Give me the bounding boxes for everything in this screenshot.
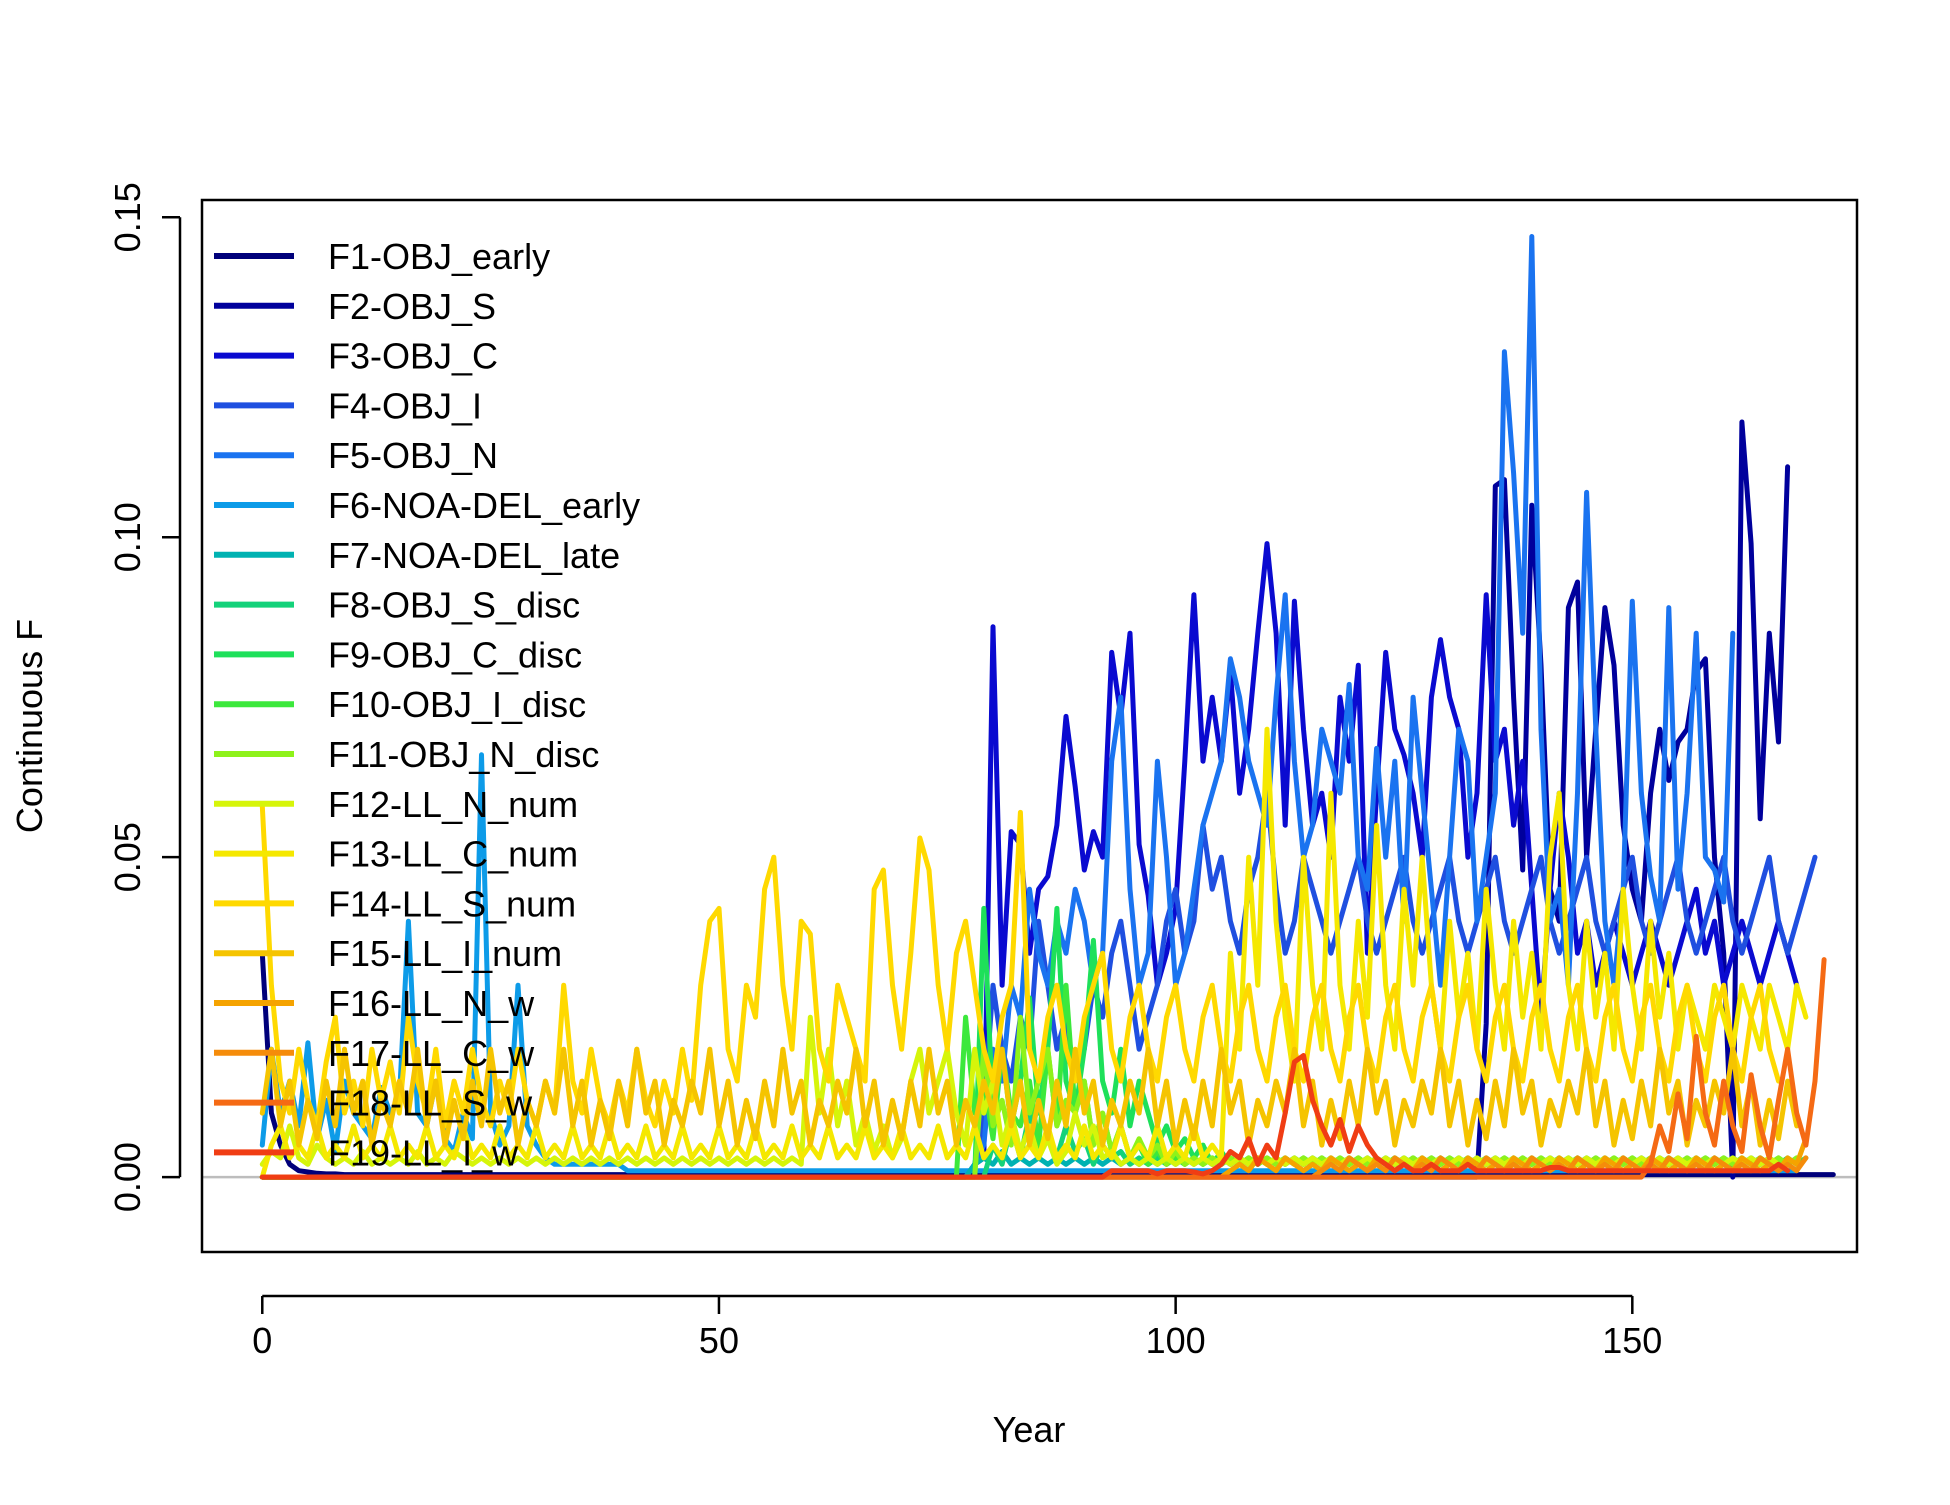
series-line-19 — [259, 1053, 1791, 1180]
series-line-15 — [259, 1046, 1800, 1148]
x-tick-label: 0 — [252, 1320, 272, 1361]
y-axis-ticks: 0.00 0.05 0.10 0.15 — [107, 182, 182, 1212]
x-axis-ticks: 0 50 100 150 — [252, 1294, 1662, 1361]
legend-label: F16-LL_N_w — [328, 983, 535, 1024]
legend-label: F13-LL_C_num — [328, 834, 578, 875]
legend-label: F10-OBJ_I_disc — [328, 684, 586, 725]
legend-label: F17-LL_C_w — [328, 1033, 535, 1074]
legend-label: F12-LL_N_num — [328, 784, 578, 825]
legend-label: F18-LL_S_w — [328, 1083, 533, 1124]
legend-label: F7-NOA-DEL_late — [328, 535, 620, 576]
y-tick-label: 0.00 — [107, 1142, 148, 1212]
x-tick-label: 50 — [699, 1320, 739, 1361]
legend-label: F1-OBJ_early — [328, 236, 550, 277]
x-tick-label: 100 — [1146, 1320, 1206, 1361]
legend-label: F19-LL_I_w — [328, 1132, 519, 1173]
legend-label: F6-NOA-DEL_early — [328, 485, 640, 526]
legend-label: F5-OBJ_N — [328, 435, 498, 476]
legend-label: F9-OBJ_C_disc — [328, 634, 582, 675]
x-axis-label: Year — [993, 1409, 1066, 1450]
y-tick-label: 0.05 — [107, 822, 148, 892]
y-axis-label: Continuous F — [9, 619, 50, 833]
y-tick-label: 0.15 — [107, 182, 148, 252]
legend-label: F11-OBJ_N_disc — [328, 734, 599, 775]
series-lines — [259, 234, 1836, 1180]
y-tick-label: 0.10 — [107, 502, 148, 572]
series-line-14 — [259, 803, 1781, 1129]
legend: F1-OBJ_early F2-OBJ_S F3-OBJ_C F4-OBJ_I F5-O… — [214, 236, 640, 1173]
legend-label: F4-OBJ_I — [328, 385, 482, 426]
legend-label: F15-LL_I_num — [328, 933, 562, 974]
legend-label: F14-LL_S_num — [328, 883, 576, 924]
series-line-13 — [259, 726, 1809, 1180]
legend-label: F3-OBJ_C — [328, 336, 498, 377]
plot-frame — [200, 198, 1859, 1254]
x-tick-label: 150 — [1602, 1320, 1662, 1361]
legend-label: F2-OBJ_S — [328, 286, 496, 327]
legend-label: F8-OBJ_S_disc — [328, 585, 580, 626]
axes — [200, 198, 1859, 1254]
